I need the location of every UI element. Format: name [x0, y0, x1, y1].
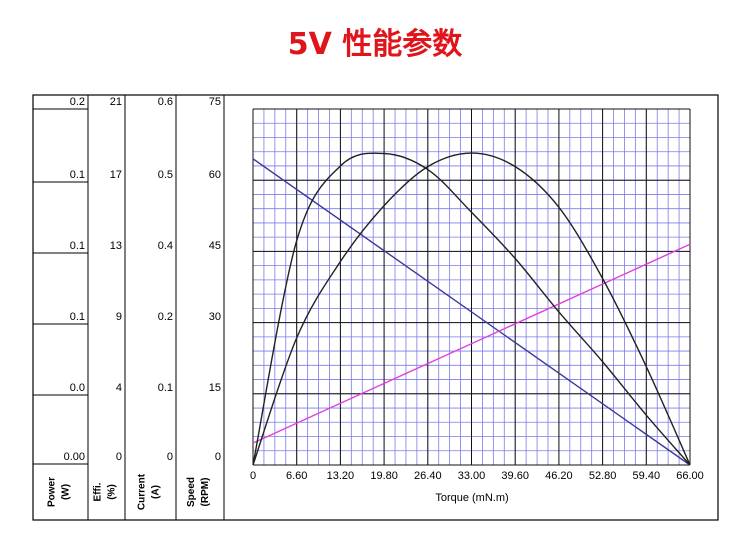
- y-axes-table: 0.2 0.1 0.1 0.1 0.0 0.00 Power (W) 21 17 13 9 4 0 Effi…: [33, 95, 225, 520]
- y-tick-label: 0.0: [70, 382, 85, 394]
- x-tick-label: 46.20: [545, 470, 573, 482]
- y-tick-label: 0: [215, 451, 221, 463]
- y-tick-label: 0.2: [158, 311, 173, 323]
- y-tick-label: 0: [116, 451, 122, 463]
- x-tick-label: 52.80: [589, 470, 617, 482]
- y-axis-name: Speed: [186, 477, 197, 507]
- outer-border: [32, 94, 719, 521]
- x-tick-label: 19.80: [370, 470, 398, 482]
- y-tick-label: 45: [209, 240, 221, 252]
- x-tick-label: 13.20: [327, 470, 355, 482]
- x-tick-label: 66.00: [676, 470, 704, 482]
- y-tick-label: 13: [110, 240, 122, 252]
- y-tick-label: 0.6: [158, 96, 173, 108]
- y-tick-label: 0: [167, 451, 173, 463]
- power-curve: [252, 152, 691, 466]
- chart-curves: [252, 152, 691, 466]
- y-tick-label: 9: [116, 311, 122, 323]
- grid-lines: [252, 108, 691, 466]
- x-tick-label: 6.60: [286, 470, 307, 482]
- y-tick-label: 0.1: [70, 240, 85, 252]
- y-axis-unit: (%): [107, 484, 118, 500]
- speed-curve: [252, 158, 691, 466]
- y-axis-unit: (A): [151, 485, 162, 499]
- y-tick-label: 17: [110, 169, 122, 181]
- y-tick-label: 0.4: [158, 240, 173, 252]
- chart-title: 5V 性能参数: [287, 27, 463, 62]
- y-tick-label: 0.00: [64, 451, 85, 463]
- y-axis-unit: (W): [61, 484, 72, 500]
- x-axis-label: Torque (mN.m): [435, 492, 508, 504]
- y-tick-label: 21: [110, 96, 122, 108]
- y-axis-name: Power: [47, 477, 58, 507]
- current-curve: [252, 243, 691, 444]
- y-tick-label: 15: [209, 382, 221, 394]
- y-tick-label: 75: [209, 96, 221, 108]
- x-tick-label: 0: [250, 470, 256, 482]
- effi-curve: [252, 152, 691, 466]
- y-tick-label: 0.1: [70, 311, 85, 323]
- y-tick-label: 0.5: [158, 169, 173, 181]
- y-tick-label: 60: [209, 169, 221, 181]
- x-tick-labels: 0 6.60 13.20 19.80 26.40 33.00 39.60 46.20 52.80…: [250, 470, 704, 482]
- y-tick-label: 4: [116, 382, 122, 394]
- y-tick-label: 0.2: [70, 96, 85, 108]
- y-tick-label: 30: [209, 311, 221, 323]
- x-tick-label: 59.40: [633, 470, 661, 482]
- x-tick-label: 26.40: [414, 470, 442, 482]
- x-tick-label: 39.60: [501, 470, 529, 482]
- x-tick-label: 33.00: [458, 470, 486, 482]
- y-axis-name: Effi.: [93, 482, 104, 501]
- y-axis-name: Current: [137, 473, 148, 510]
- y-axis-unit: (RPM): [200, 478, 211, 507]
- y-tick-label: 0.1: [70, 169, 85, 181]
- y-tick-label: 0.1: [158, 382, 173, 394]
- chart-frame: [32, 94, 719, 521]
